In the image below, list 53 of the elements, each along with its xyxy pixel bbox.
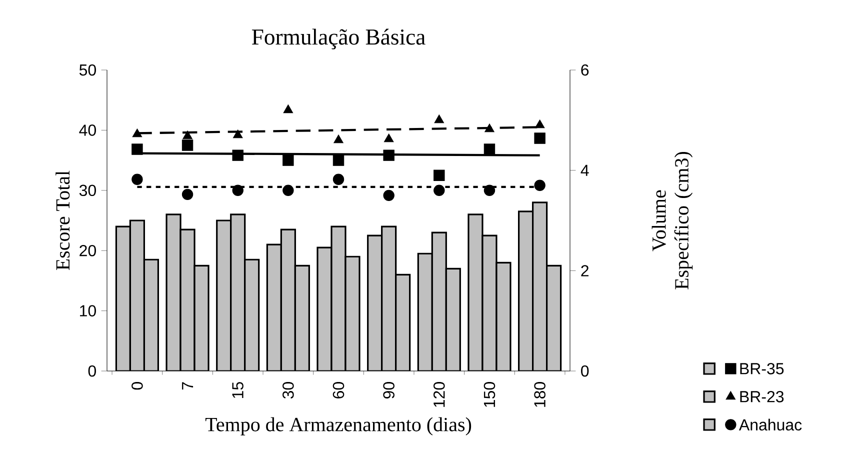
x-tick-label: 15 bbox=[232, 382, 244, 398]
point bbox=[334, 134, 344, 144]
point bbox=[484, 124, 494, 132]
point bbox=[484, 144, 496, 155]
point bbox=[282, 154, 294, 166]
x-tick-label: 150 bbox=[484, 382, 496, 407]
y-tick-label: 0 bbox=[88, 365, 96, 377]
legend-label: BR-23 bbox=[740, 391, 784, 402]
point bbox=[232, 150, 244, 161]
point bbox=[434, 184, 445, 196]
y-axis-title: Escore Total bbox=[56, 170, 70, 270]
y2-tick-label: 4 bbox=[580, 164, 589, 176]
point bbox=[132, 128, 142, 138]
y-tick-label: 30 bbox=[79, 184, 96, 196]
y-tick-label: 10 bbox=[80, 305, 96, 316]
chart-title: Formulação Básica bbox=[252, 28, 426, 50]
point bbox=[182, 188, 194, 200]
point bbox=[332, 174, 344, 185]
y2-tick-label: 0 bbox=[581, 365, 589, 377]
point bbox=[182, 140, 194, 151]
point bbox=[282, 184, 294, 196]
point bbox=[132, 174, 143, 185]
point bbox=[283, 104, 294, 114]
legend-label: Anahuac bbox=[738, 418, 802, 431]
x-tick-label: 120 bbox=[434, 382, 445, 407]
y-tick-label: 40 bbox=[79, 124, 96, 136]
x-tick-label: 180 bbox=[534, 382, 546, 407]
x-tick-label: 7 bbox=[182, 382, 194, 390]
x-tick-label: 0 bbox=[132, 382, 143, 390]
legend-label: BR-35 bbox=[740, 363, 784, 374]
y2-axis-title: Volume Específico (cm3) bbox=[652, 152, 693, 290]
point bbox=[434, 114, 444, 124]
point bbox=[534, 132, 546, 144]
x-tick-label: 60 bbox=[332, 382, 344, 398]
point bbox=[434, 170, 445, 181]
point bbox=[384, 134, 394, 142]
point bbox=[383, 190, 394, 202]
point bbox=[332, 154, 344, 166]
y2-tick-label: 2 bbox=[581, 265, 588, 276]
point bbox=[383, 150, 394, 161]
x-tick-label: 30 bbox=[282, 382, 294, 399]
y2-tick-label: 6 bbox=[581, 64, 589, 76]
point bbox=[484, 184, 496, 196]
x-axis-title: Tempo de Armazenamento (dias) bbox=[205, 417, 472, 436]
point bbox=[534, 180, 546, 191]
y-tick-label: 50 bbox=[79, 64, 96, 76]
point bbox=[132, 144, 143, 155]
y-tick-label: 20 bbox=[80, 244, 96, 256]
point bbox=[182, 130, 192, 140]
x-tick-label: 90 bbox=[383, 382, 394, 398]
point bbox=[232, 184, 244, 196]
point bbox=[232, 130, 243, 138]
point bbox=[534, 120, 545, 128]
